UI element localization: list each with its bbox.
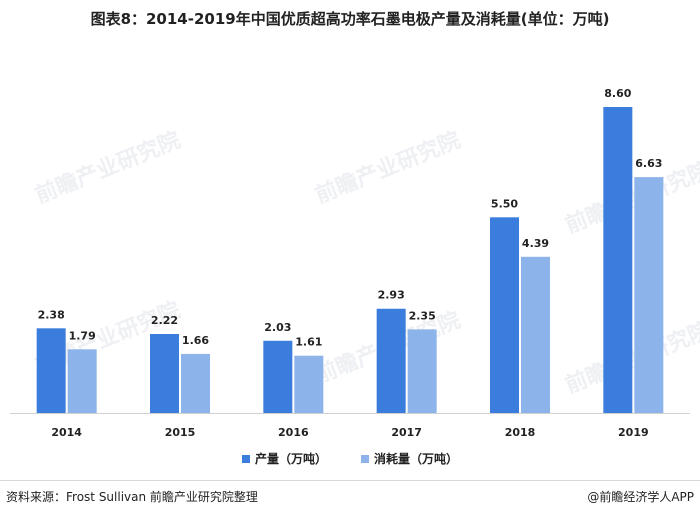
- bar-output-2017: [376, 308, 406, 413]
- chart-title: 图表8：2014-2019年中国优质超高功率石墨电极产量及消耗量(单位：万吨): [90, 10, 610, 28]
- data-label-consumption-2017: 2.35: [409, 309, 436, 322]
- chart-legend: 产量（万吨） 消耗量（万吨）: [0, 450, 700, 467]
- x-tick-label-2015: 2015: [165, 426, 196, 439]
- bar-consumption-2015: [181, 353, 210, 413]
- bar-output-2018: [490, 217, 519, 413]
- bar-output-2014: [36, 328, 66, 413]
- legend-swatch-output: [241, 454, 250, 463]
- bar-output-2019: [603, 107, 633, 413]
- x-tick-label-2014: 2014: [51, 426, 82, 439]
- bar-consumption-2016: [294, 355, 324, 413]
- legend-swatch-consumption: [361, 454, 369, 463]
- bar-chart: 2.38 1.79 2014 2.22 1.66 2015 2.03 1.61 2016 2.93…: [10, 87, 690, 439]
- data-label-consumption-2015: 1.66: [182, 334, 209, 347]
- data-label-output-2015: 2.22: [151, 314, 178, 327]
- bar-output-2016: [263, 340, 293, 413]
- bar-consumption-2014: [67, 349, 97, 413]
- x-tick-label-2016: 2016: [278, 426, 309, 439]
- x-tick-label-2017: 2017: [391, 426, 422, 439]
- x-tick-label-2019: 2019: [618, 426, 649, 439]
- source-note: 资料来源：Frost Sullivan 前瞻产业研究院整理: [6, 490, 258, 504]
- footer-divider: [0, 480, 700, 481]
- legend-item-consumption: 消耗量（万吨）: [361, 450, 458, 467]
- bar-output-2015: [150, 334, 179, 413]
- legend-label-consumption: 消耗量（万吨）: [374, 452, 459, 466]
- legend-item-output: 产量（万吨）: [241, 450, 327, 467]
- brand-credit: @前瞻经济学人APP: [587, 490, 694, 504]
- bar-consumption-2018: [521, 256, 550, 413]
- data-label-output-2019: 8.60: [604, 87, 631, 100]
- legend-label-output: 产量（万吨）: [254, 452, 327, 466]
- data-label-consumption-2016: 1.61: [295, 336, 322, 349]
- data-label-consumption-2018: 4.39: [522, 237, 549, 250]
- data-label-consumption-2014: 1.79: [69, 329, 96, 342]
- bar-consumption-2017: [407, 329, 437, 413]
- data-label-output-2018: 5.50: [491, 197, 518, 210]
- data-label-output-2017: 2.93: [378, 289, 405, 302]
- data-label-consumption-2019: 6.63: [635, 157, 662, 170]
- x-tick-label-2018: 2018: [505, 426, 536, 439]
- data-label-output-2016: 2.03: [264, 321, 291, 334]
- data-label-output-2014: 2.38: [38, 308, 65, 321]
- bar-consumption-2019: [634, 177, 664, 413]
